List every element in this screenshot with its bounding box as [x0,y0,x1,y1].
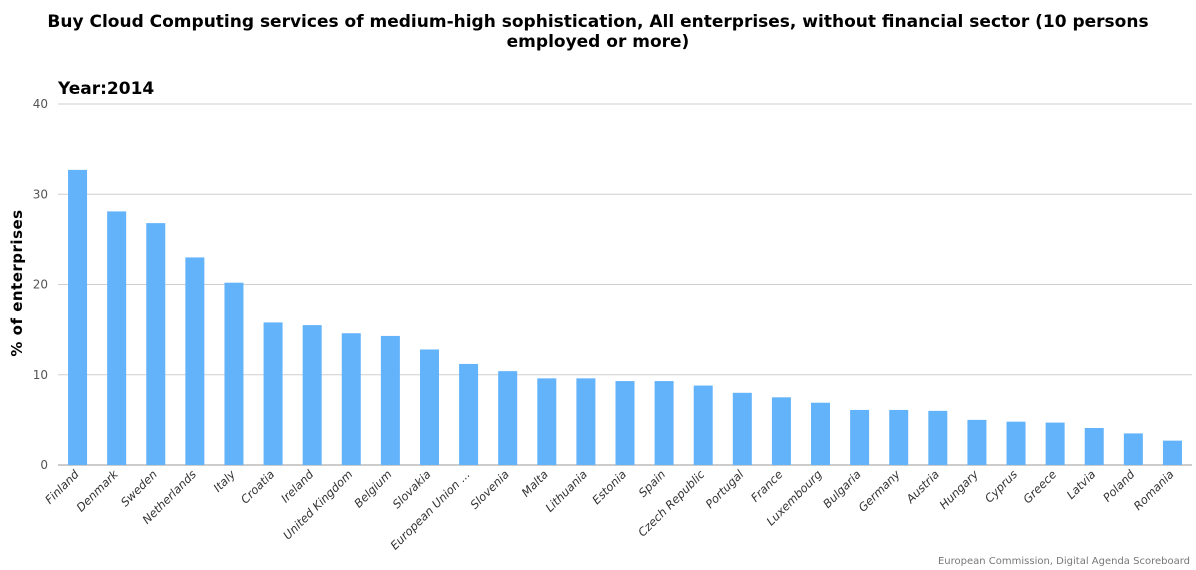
bar-italy [224,282,244,465]
bar-croatia [263,322,283,465]
bar-poland [1123,433,1143,465]
bar-portugal [732,392,752,465]
x-tick-label: Ireland [278,467,317,506]
bar-cyprus [1006,421,1026,465]
x-tick-label: Slovenia [467,467,512,512]
bar-european-union [459,363,479,465]
x-tick-label: Romania [1131,467,1177,513]
x-tick-label: Spain [636,467,669,500]
bar-malta [537,378,557,465]
x-tick-label: Germany [855,467,903,515]
x-tick-label: Poland [1100,467,1138,505]
bar-united-kingdom [341,333,361,465]
x-tick-label: Estonia [589,467,629,507]
y-tick-label: 0 [40,458,48,472]
bar-spain [654,381,674,465]
x-tick-label: United Kingdom [280,467,355,542]
bar-latvia [1084,427,1104,465]
bar-slovenia [498,371,518,465]
bar-bulgaria [850,409,870,465]
bar-france [771,397,791,465]
x-tick-label: Czech Republic [635,467,708,540]
y-axis-ticks: 0 10 20 30 40 [33,97,48,472]
y-tick-label: 40 [33,97,48,111]
x-tick-label: Malta [519,467,551,499]
bars [68,169,1182,465]
x-tick-label: Lithuania [542,467,590,515]
x-tick-label: Austria [903,467,942,506]
source-credit: European Commission, Digital Agenda Scor… [937,556,1190,567]
x-tick-label: Denmark [73,466,121,514]
y-tick-label: 30 [33,187,48,201]
x-tick-label: Greece [1020,467,1059,506]
bar-finland [68,169,88,465]
bar-estonia [615,381,635,465]
x-tick-label: Italy [211,467,239,495]
x-tick-label: Croatia [238,467,277,506]
bar-luxembourg [811,402,831,465]
x-tick-label: Cyprus [982,467,1020,505]
x-tick-label: Belgium [351,467,394,510]
bar-slovakia [419,349,439,465]
x-tick-label: Portugal [703,467,747,511]
bar-austria [928,410,948,465]
bar-romania [1162,440,1182,465]
bar-lithuania [576,378,596,465]
chart-subtitle: Year:2014 [58,79,155,99]
x-tick-label: Latvia [1064,467,1099,502]
x-tick-label: France [748,467,786,505]
x-tick-label: Hungary [936,467,981,512]
y-tick-label: 20 [33,278,48,292]
bar-belgium [380,335,400,465]
bar-denmark [107,211,127,465]
y-tick-label: 10 [33,368,48,382]
bar-ireland [302,325,322,465]
bar-czech-republic [693,385,713,465]
bar-sweden [146,223,166,465]
bar-greece [1045,422,1065,465]
chart-title: Buy Cloud Computing services of medium-h… [47,12,1149,52]
bar-hungary [967,419,987,465]
bar-netherlands [185,257,205,465]
bar-germany [889,409,909,465]
